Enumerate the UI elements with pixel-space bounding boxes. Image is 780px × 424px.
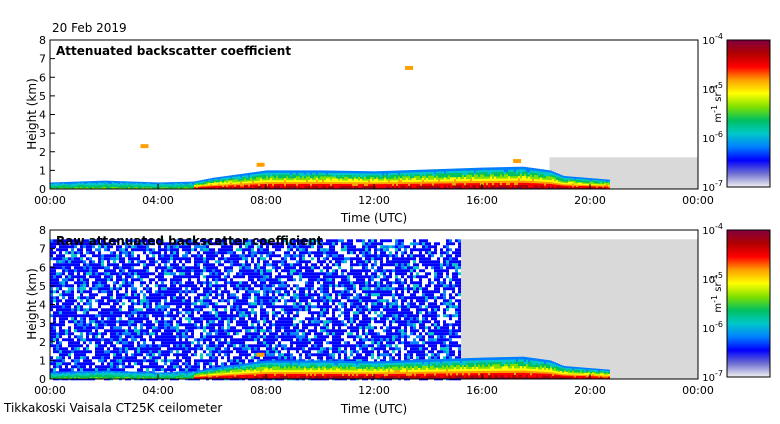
x-tick-label: 04:00 (142, 384, 174, 397)
x-tick-label: 08:00 (250, 384, 282, 397)
y-tick-label: 6 (39, 71, 46, 84)
y-tick-label: 1 (39, 164, 46, 177)
x-tick-label: 20:00 (574, 384, 606, 397)
cloud-feature (257, 353, 265, 357)
colorbar-gradient (727, 230, 770, 377)
colorbar-tick-label: 10-4 (702, 222, 723, 237)
y-tick-label: 3 (39, 127, 46, 140)
panel-attenuated-backscatter: Attenuated backscatter coefficient 00:00… (25, 32, 770, 225)
colorbar-tick-label: 10-7 (702, 179, 723, 194)
y-tick-label: 6 (39, 261, 46, 274)
y-tick-label: 8 (39, 224, 46, 237)
instrument-label: Tikkakoski Vaisala CT25K ceilometer (4, 401, 222, 415)
x-tick-label: 00:00 (682, 384, 714, 397)
colorbar-unit-label: m-1 sr-1 (710, 274, 724, 312)
panel-title: Attenuated backscatter coefficient (56, 44, 291, 58)
colorbar-tick-label: 10-6 (702, 130, 723, 145)
y-tick-label: 8 (39, 34, 46, 47)
x-tick-label: 12:00 (358, 194, 390, 207)
colorbar: 10-410-510-610-7m-1 sr-1 (702, 32, 770, 194)
colorbar-tick-label: 10-7 (702, 369, 723, 384)
y-tick-label: 5 (39, 280, 46, 293)
x-axis-label: Time (UTC) (340, 211, 407, 225)
x-tick-label: 00:00 (682, 194, 714, 207)
y-tick-label: 4 (39, 299, 46, 312)
y-tick-label: 7 (39, 243, 46, 256)
date-label: 20 Feb 2019 (52, 21, 127, 35)
noise-speckle (50, 239, 461, 380)
x-tick-label: 16:00 (466, 194, 498, 207)
x-tick-label: 16:00 (466, 384, 498, 397)
y-axis-label: Height (km) (25, 268, 39, 339)
x-tick-label: 20:00 (574, 194, 606, 207)
y-tick-label: 3 (39, 317, 46, 330)
x-tick-label: 08:00 (250, 194, 282, 207)
colorbar-unit-label: m-1 sr-1 (710, 84, 724, 122)
y-tick-label: 4 (39, 109, 46, 122)
x-tick-label: 12:00 (358, 384, 390, 397)
panel-title: Raw attenuated backscatter coefficient (56, 234, 323, 248)
y-tick-label: 5 (39, 90, 46, 103)
colorbar: 10-410-510-610-7m-1 sr-1 (702, 222, 770, 384)
y-tick-label: 7 (39, 53, 46, 66)
cloud-feature (513, 159, 521, 163)
y-tick-label: 0 (39, 373, 46, 386)
colorbar-tick-label: 10-4 (702, 32, 723, 47)
colorbar-tick-label: 10-6 (702, 320, 723, 335)
y-tick-label: 0 (39, 183, 46, 196)
y-tick-label: 2 (39, 336, 46, 349)
cloud-feature (141, 144, 149, 148)
boundary-layer (50, 167, 610, 190)
heatmap-area (50, 239, 698, 380)
panel-raw-backscatter: Raw attenuated backscatter coefficient 0… (25, 222, 770, 416)
x-tick-label: 04:00 (142, 194, 174, 207)
cloud-feature (257, 163, 265, 167)
y-tick-label: 1 (39, 354, 46, 367)
colorbar-gradient (727, 40, 770, 187)
heatmap-area (50, 66, 698, 190)
cloud-feature (405, 66, 413, 70)
y-axis-label: Height (km) (25, 78, 39, 149)
y-tick-label: 2 (39, 146, 46, 159)
x-axis-label: Time (UTC) (340, 402, 407, 416)
